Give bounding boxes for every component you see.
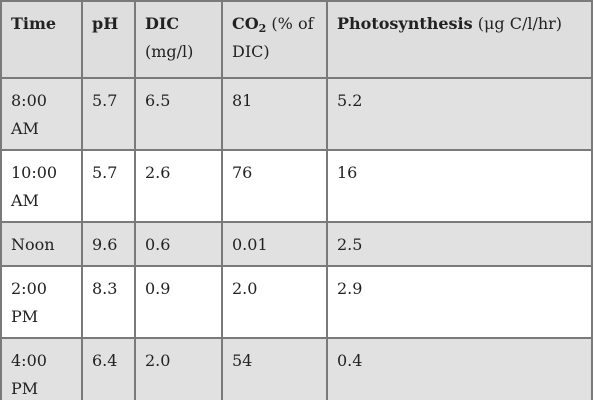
header-ph-label: pH [92,14,119,33]
table-row: Noon 9.6 0.6 0.01 2.5 [0,221,593,267]
cell-ph: 6.4 [81,337,136,400]
cell-photosynthesis: 2.9 [326,265,593,339]
cell-ph: 5.7 [81,77,136,151]
header-dic-label: DIC [145,14,180,33]
cell-photosynthesis: 0.4 [326,337,593,400]
cell-dic: 0.9 [134,265,223,339]
header-photosynthesis: Photosynthesis (μg C/l/hr) [326,0,593,79]
header-time-label: Time [11,14,57,33]
header-time: Time [0,0,83,79]
cell-dic: 6.5 [134,77,223,151]
cell-co2: 81 [221,77,328,151]
cell-time: 2:00 PM [0,265,83,339]
header-co2-label: CO [232,14,259,33]
header-ph: pH [81,0,136,79]
cell-photosynthesis: 5.2 [326,77,593,151]
table-row: 8:00 AM 5.7 6.5 81 5.2 [0,77,593,151]
table-row: 4:00 PM 6.4 2.0 54 0.4 [0,337,593,400]
table-row: 10:00 AM 5.7 2.6 76 16 [0,149,593,223]
cell-ph: 9.6 [81,221,136,267]
header-dic: DIC (mg/l) [134,0,223,79]
cell-dic: 0.6 [134,221,223,267]
cell-photosynthesis: 2.5 [326,221,593,267]
cell-dic: 2.0 [134,337,223,400]
cell-photosynthesis: 16 [326,149,593,223]
cell-co2: 2.0 [221,265,328,339]
cell-co2: 0.01 [221,221,328,267]
cell-time: 8:00 AM [0,77,83,151]
cell-time: 4:00 PM [0,337,83,400]
header-co2-subscript: 2 [258,22,267,35]
cell-co2: 54 [221,337,328,400]
cell-dic: 2.6 [134,149,223,223]
header-co2-unit: (% of DIC) [232,14,314,61]
table-row: 2:00 PM 8.3 0.9 2.0 2.9 [0,265,593,339]
cell-co2: 76 [221,149,328,223]
header-photosynthesis-label: Photosynthesis [337,14,473,33]
header-photosynthesis-unit: (μg C/l/hr) [477,14,563,33]
cell-time: Noon [0,221,83,267]
cell-ph: 8.3 [81,265,136,339]
cell-ph: 5.7 [81,149,136,223]
header-dic-unit: (mg/l) [145,42,194,61]
cell-time: 10:00 AM [0,149,83,223]
table-header-row: Time pH DIC (mg/l) CO2 (% of DIC) Photos… [0,0,593,79]
header-co2: CO2 (% of DIC) [221,0,328,79]
